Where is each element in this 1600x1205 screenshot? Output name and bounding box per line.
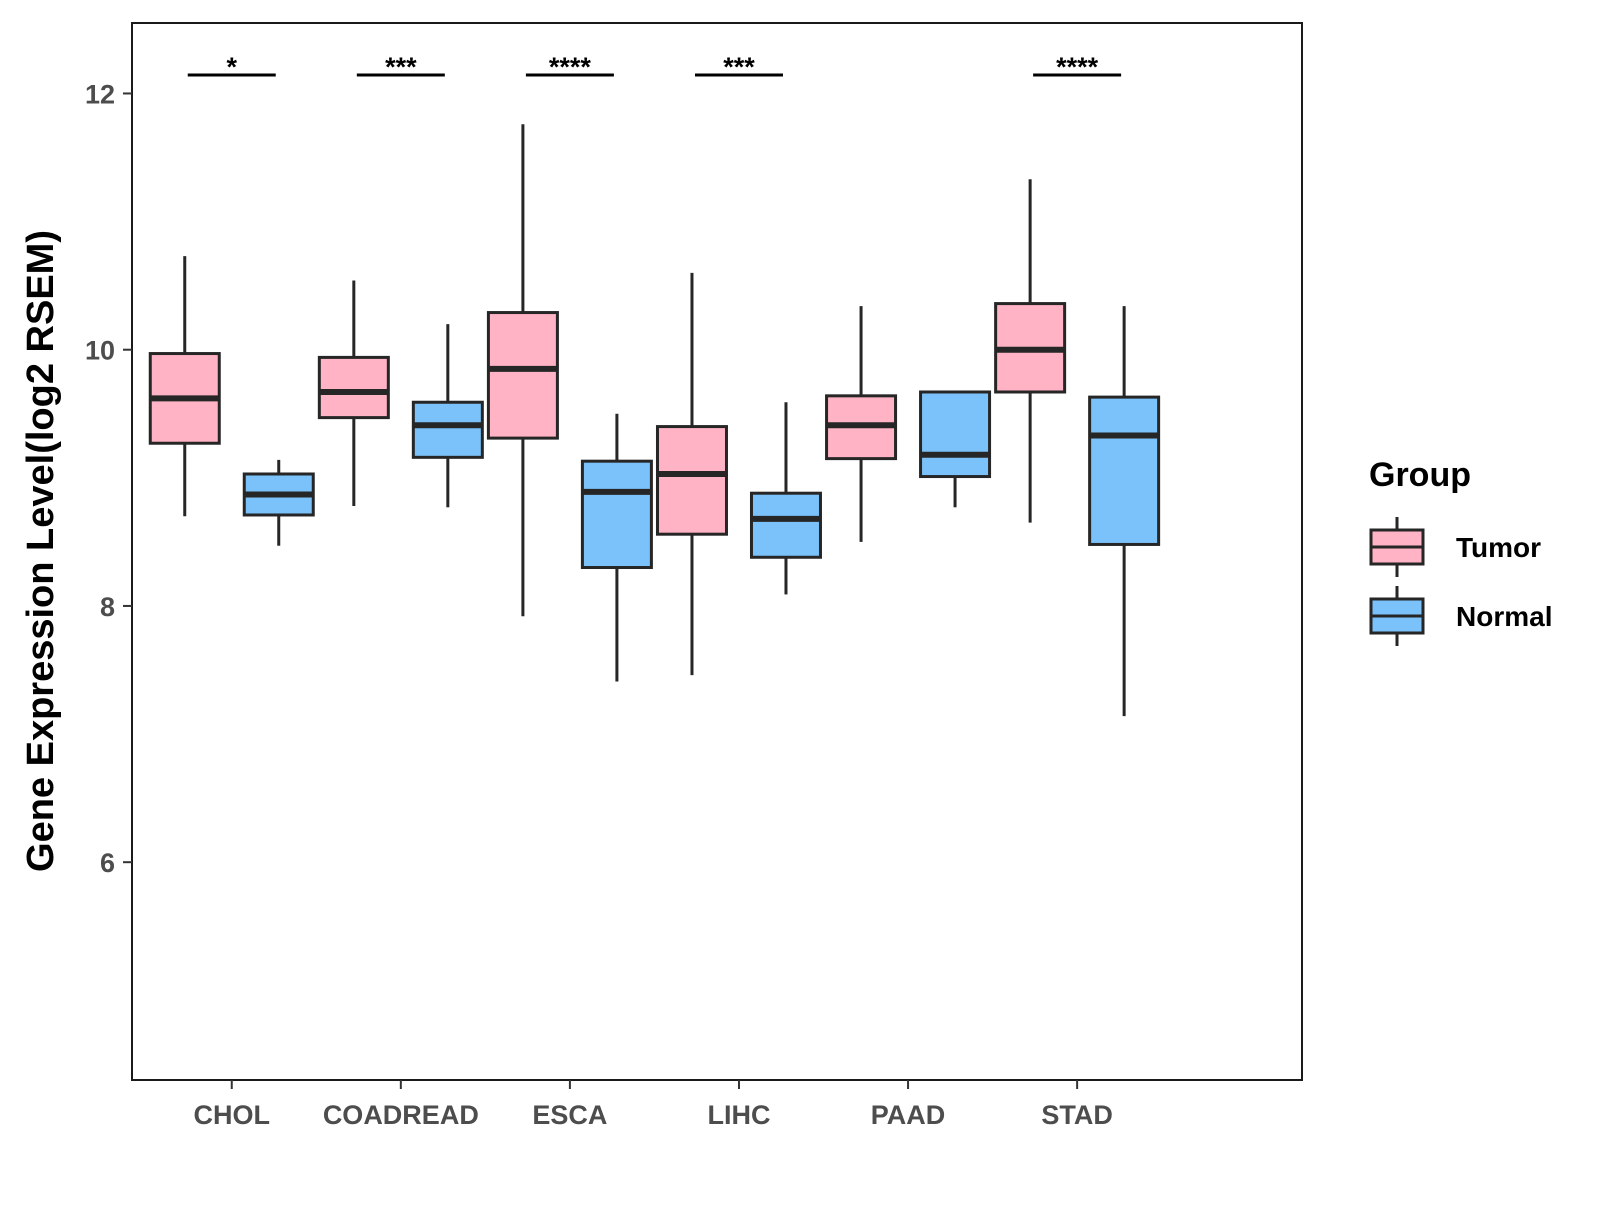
box-body-tumor-esca <box>486 311 559 440</box>
x-tick-label-esca: ESCA <box>532 1100 607 1130</box>
sig-label-coadread: *** <box>385 52 417 82</box>
box-normal-chol <box>242 459 315 546</box>
sig-label-chol: * <box>226 52 237 82</box>
box-tumor-coadread <box>317 280 390 507</box>
plot-panel <box>131 22 1303 1081</box>
box-tumor-stad <box>994 179 1067 523</box>
y-tick-label-8: 8 <box>100 592 115 622</box>
box-body-tumor-coadread <box>317 355 390 420</box>
legend-label-tumor: Tumor <box>1456 532 1541 563</box>
box-series <box>148 124 1161 717</box>
y-tick-label-12: 12 <box>85 79 115 109</box>
legend-title: Group <box>1369 456 1471 494</box>
box-tumor-chol <box>148 256 221 517</box>
box-tumor-esca <box>486 124 559 617</box>
box-body-normal-lihc <box>749 491 822 559</box>
x-tick-label-stad: STAD <box>1041 1100 1113 1130</box>
y-tick-label-10: 10 <box>85 336 115 366</box>
box-tumor-lihc <box>655 272 728 676</box>
y-axis-title: Gene Expression Level(log2 RSEM) <box>20 230 62 872</box>
sig-label-stad: **** <box>1056 52 1099 82</box>
sig-label-lihc: *** <box>723 52 755 82</box>
x-tick-label-paad: PAAD <box>871 1100 946 1130</box>
x-tick-label-chol: CHOL <box>194 1100 271 1130</box>
legend: Group Tumor Normal <box>1369 456 1552 646</box>
box-body-normal-paad <box>919 390 992 479</box>
box-body-normal-esca <box>580 459 653 570</box>
box-normal-lihc <box>749 402 822 595</box>
y-tick-label-6: 6 <box>100 848 115 878</box>
box-normal-stad <box>1088 306 1161 717</box>
x-axis: CHOL COADREAD ESCA LIHC PAAD STAD <box>194 1080 1113 1130</box>
box-body-tumor-lihc <box>655 425 728 536</box>
y-axis: 6 8 10 12 <box>85 79 132 878</box>
box-body-normal-coadread <box>411 400 484 459</box>
box-normal-paad <box>919 390 992 508</box>
box-body-normal-stad <box>1088 395 1161 546</box>
x-tick-label-coadread: COADREAD <box>323 1100 479 1130</box>
box-normal-coadread <box>411 324 484 508</box>
x-tick-label-lihc: LIHC <box>707 1100 770 1130</box>
box-tumor-paad <box>825 306 898 542</box>
sig-label-esca: **** <box>549 52 592 82</box>
box-normal-esca <box>580 413 653 682</box>
significance-annotations: * *** **** *** **** <box>187 52 1122 82</box>
legend-label-normal: Normal <box>1456 601 1552 632</box>
